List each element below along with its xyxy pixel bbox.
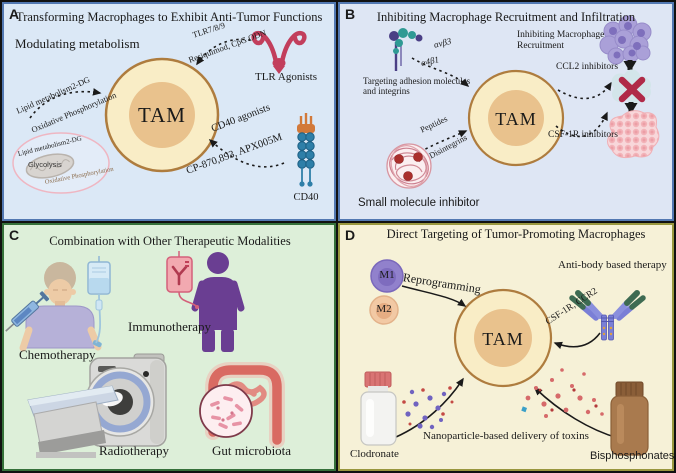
ccl2-inhibitors-label: CCL2 inhibitors [556,62,619,72]
panel-d-title: Direct Targeting of Tumor-Promoting Macr… [386,227,646,241]
antibody-therapy-label: Anti-body based therapy [558,259,667,271]
panel-a-title: Transforming Macrophages to Exhibit Anti… [16,10,323,24]
tam-label-d: TAM [482,329,524,349]
targeting-adhesion-label: Targeting adhesion molecules and integrin… [363,76,471,97]
cd40-label: CD40 [293,192,319,203]
bisphosphonates-label: Bisphosphonates [590,450,675,462]
gut-microbiota-label: Gut microbiota [212,443,292,458]
m2-label: M2 [376,303,392,315]
m1-label: M1 [379,269,395,281]
panel-b-letter: B [345,6,356,22]
chemotherapy-label: Chemotherapy [19,347,96,362]
glycolysis-label: Glycolysis [28,160,62,169]
csf1r-inhibitors-label: CSF-1R inhibitors [548,130,618,140]
panel-c-title: Combination with Other Therapeutic Modal… [49,234,291,248]
tlr-agonists-label: TLR Agonists [254,71,318,83]
tam-label-a: TAM [138,103,186,127]
nanoparticle-delivery-label: Nanoparticle-based delivery of toxins [423,430,589,442]
panel-b-title: Inhibiting Macrophage Recruitment and In… [376,10,636,24]
panel-c-letter: C [9,227,20,243]
panel-d-letter: D [345,227,356,243]
clodronate-label: Clodronate [350,448,399,460]
radiotherapy-label: Radiotherapy [99,443,170,458]
immunotherapy-label: Immunotherapy [128,319,212,334]
modulating-metabolism-label: Modulating metabolism [15,36,140,51]
inhibiting-recruitment-label: Inhibiting Macrophage Recruitment [517,30,605,51]
small-molecule-inhibitor-label: Small molecule inhibitor [358,197,480,209]
panel-a-letter: A [9,6,20,22]
tam-label-b: TAM [495,109,537,129]
